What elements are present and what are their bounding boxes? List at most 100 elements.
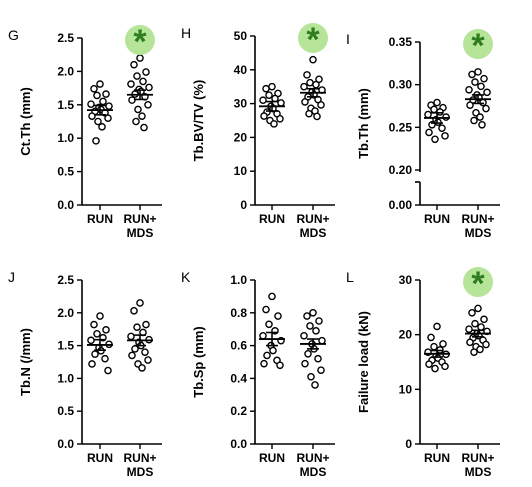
- data-point: [425, 128, 433, 137]
- data-point: [127, 332, 135, 341]
- y-tick-label: 2.5: [57, 31, 74, 45]
- x-category-label: MDS: [300, 226, 327, 240]
- x-category-label: RUN+: [461, 451, 494, 465]
- data-point: [431, 364, 439, 373]
- data-point: [128, 351, 136, 360]
- significance-halo: [125, 25, 155, 55]
- y-tick-label: 2.0: [57, 64, 74, 78]
- panel-letter: J: [8, 269, 15, 285]
- x-category-label: RUN+: [296, 451, 329, 465]
- data-point: [277, 99, 285, 107]
- y-tick-label: 20: [234, 130, 248, 144]
- data-point: [480, 74, 488, 83]
- significance-asterisk: *: [471, 27, 485, 65]
- data-point: [477, 82, 485, 91]
- data-point: [312, 327, 320, 335]
- data-point: [318, 336, 326, 345]
- data-point: [303, 71, 311, 79]
- data-point: [138, 364, 146, 372]
- panel-letter: I: [346, 31, 350, 47]
- data-point: [96, 80, 104, 88]
- data-point: [138, 112, 146, 120]
- x-category-label: RUN: [424, 212, 450, 226]
- data-point: [309, 308, 317, 317]
- data-point: [268, 82, 276, 91]
- x-category-label: RUN: [424, 451, 450, 465]
- data-point: [441, 132, 449, 140]
- x-category-label: RUN: [87, 212, 113, 226]
- data-point: [313, 112, 321, 121]
- y-tick-label: 10: [234, 164, 248, 178]
- data-point: [315, 317, 323, 325]
- data-point: [98, 123, 106, 131]
- data-point: [104, 114, 112, 122]
- y-tick-label: 0.2: [230, 404, 247, 418]
- data-point: [276, 115, 284, 123]
- data-point: [133, 323, 141, 332]
- data-point: [307, 372, 315, 381]
- data-point: [139, 77, 147, 86]
- data-point: [483, 88, 491, 97]
- data-point: [94, 117, 102, 126]
- data-point: [431, 135, 439, 144]
- data-point: [142, 320, 150, 329]
- x-category-label: MDS: [127, 226, 154, 240]
- significance-halo: [463, 267, 493, 297]
- y-tick-label: 0: [240, 198, 247, 212]
- data-point: [99, 97, 107, 106]
- data-point: [306, 322, 314, 330]
- data-point: [430, 342, 438, 351]
- data-point: [259, 331, 267, 340]
- y-tick-label: 20: [399, 328, 413, 342]
- significance-asterisk: *: [133, 23, 147, 61]
- x-category-label: MDS: [465, 226, 492, 240]
- panel-h: H Tb.BV/TV (%) 0 10 20 30 40 50 RUN RUN+MDS *: [181, 21, 335, 240]
- data-point: [465, 85, 473, 94]
- y-tick-label: 0.0: [230, 437, 247, 451]
- data-point: [441, 362, 449, 371]
- y-tick-label: 2.0: [57, 306, 74, 320]
- data-point: [436, 108, 444, 116]
- data-point: [439, 340, 447, 348]
- y-axis-label: Tb.Sp (mm): [191, 326, 206, 398]
- y-tick-label: 0.8: [230, 306, 247, 320]
- data-point: [430, 105, 438, 114]
- data-point: [132, 117, 140, 126]
- data-point: [140, 123, 148, 132]
- x-category-label: RUN+: [461, 212, 494, 226]
- x-category-label: MDS: [127, 465, 154, 479]
- y-tick-label: 30: [234, 97, 248, 111]
- data-point: [311, 381, 319, 389]
- y-tick-label: 0.4: [230, 371, 247, 385]
- y-tick-label: 1.5: [57, 98, 74, 112]
- x-category-label: MDS: [465, 465, 492, 479]
- data-point: [479, 98, 487, 107]
- data-point: [269, 346, 277, 355]
- data-point: [88, 112, 96, 120]
- data-point: [470, 348, 478, 356]
- data-point: [306, 78, 314, 87]
- panel-letter: K: [181, 269, 191, 285]
- data-point: [424, 110, 432, 119]
- data-point: [262, 84, 270, 93]
- data-point: [134, 105, 142, 114]
- data-point: [425, 360, 433, 368]
- data-point: [91, 350, 99, 358]
- data-point: [474, 68, 482, 76]
- panel-k: K Tb.Sp (mm) 0.0 0.2 0.4 0.6 0.8 1.0 RUN RUN+MDS: [181, 269, 335, 479]
- data-point: [265, 320, 273, 329]
- x-category-label: RUN+: [123, 451, 156, 465]
- data-point: [88, 360, 96, 368]
- y-tick-label: 2.5: [57, 273, 74, 287]
- data-point: [314, 354, 322, 363]
- panel-letter: H: [181, 25, 191, 41]
- data-point: [478, 120, 486, 129]
- panel-g: G Ct.Th (mm) 0.0 0.5 1.0 1.5 2.0 2.5 RUN RUN+MDS *: [8, 23, 162, 240]
- data-point: [92, 137, 100, 145]
- y-tick-label: 50: [234, 29, 248, 43]
- data-point: [276, 361, 284, 370]
- data-point: [466, 101, 474, 109]
- data-point: [274, 312, 282, 320]
- data-point: [93, 91, 101, 100]
- y-tick-label: 30: [399, 273, 413, 287]
